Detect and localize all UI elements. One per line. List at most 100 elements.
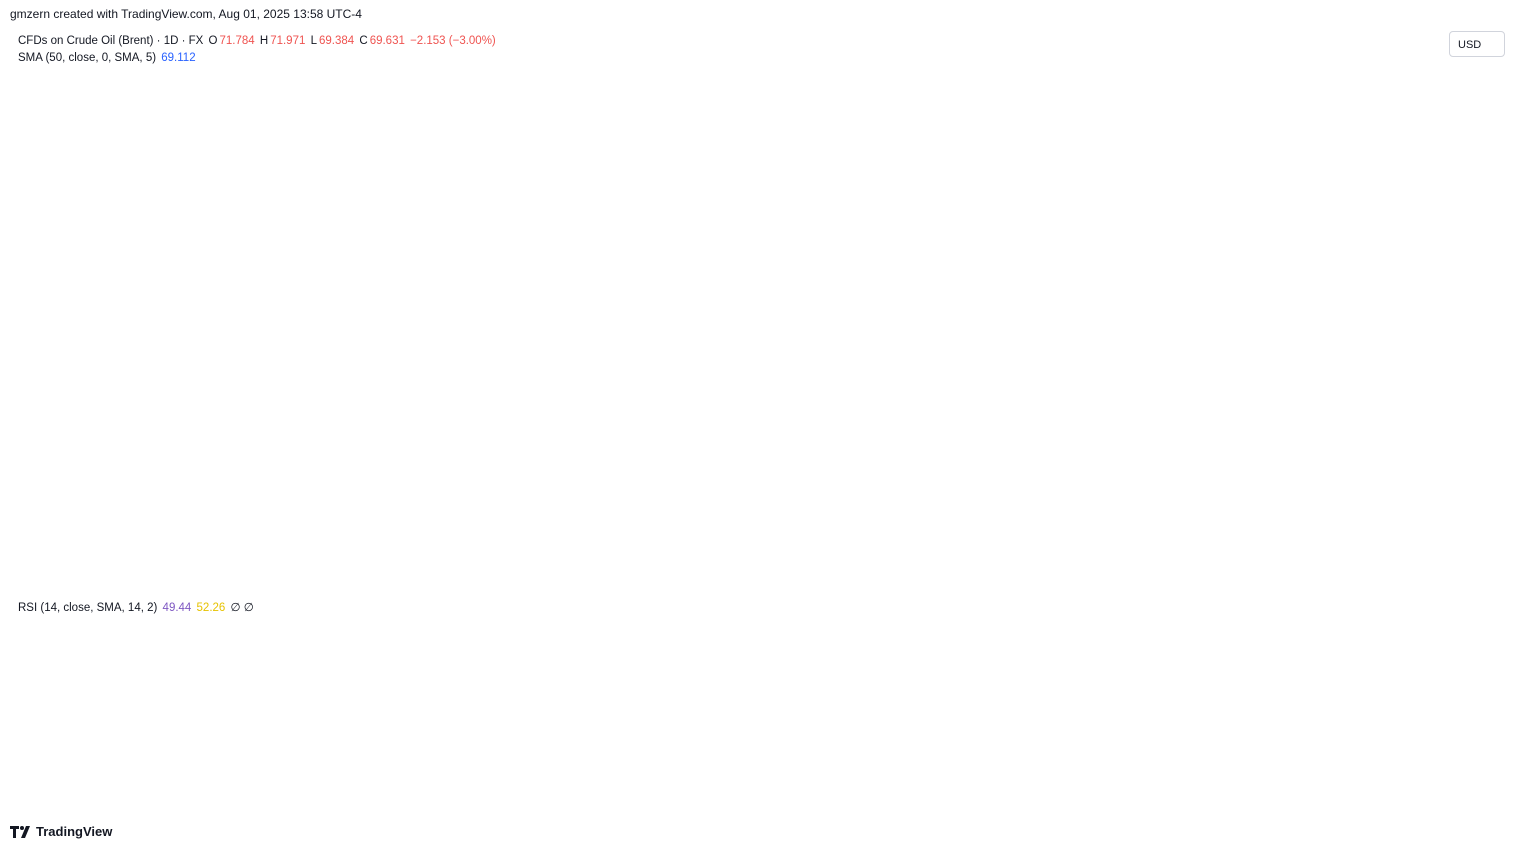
sma-legend: SMA (50, close, 0, SMA, 5) 69.112 (18, 52, 198, 64)
time-tick-label: Feb (223, 795, 243, 807)
candle-up (738, 390, 744, 406)
rsi-tick-label: 40.00 (1452, 712, 1481, 724)
candle-down (184, 205, 190, 212)
candle-up (804, 506, 810, 521)
sma-label: SMA (50, close, 0, SMA, 5) (18, 52, 157, 64)
resistance-price-tag (1445, 245, 1495, 262)
rsi-label: RSI (14, close, SMA, 14, 2) (18, 602, 158, 614)
tradingview-brand: TradingView (10, 824, 112, 839)
candle-down (784, 413, 790, 444)
candle-up (1292, 337, 1298, 369)
candle-up (705, 423, 711, 448)
rsi-ma-value: 52.26 (196, 602, 226, 614)
candle-down (382, 287, 388, 294)
support-price-tag (1444, 298, 1496, 316)
sma-value: 69.112 (161, 52, 196, 64)
candle-up (203, 213, 209, 221)
candle-up (1167, 390, 1173, 403)
candle-down (606, 250, 612, 257)
support-price-tag (1444, 393, 1496, 411)
candle-up (243, 250, 249, 252)
candle-down (250, 252, 256, 263)
candle-down (461, 339, 467, 361)
time-tick-label: Mar (408, 795, 428, 807)
resistance-price-label: 75.530 (1451, 223, 1486, 235)
candle-down (745, 388, 751, 422)
candle-down (797, 466, 803, 523)
currency-button[interactable]: USD (1449, 31, 1505, 57)
price-tick-label: 64.000 (1452, 458, 1487, 470)
candle-up (837, 510, 843, 536)
candle-down (98, 126, 104, 149)
price-tick-label: 72.000 (1452, 301, 1487, 313)
candle-up (1042, 423, 1048, 438)
candle-down (830, 516, 836, 538)
candle-up (65, 209, 71, 219)
price-tick-label: 82.000 (1452, 104, 1487, 116)
candle-up (857, 465, 863, 487)
rsi-tick-label: 20.00 (1452, 771, 1481, 783)
candle-down (1352, 370, 1358, 375)
candle-up (1015, 453, 1021, 489)
candle-up (1213, 362, 1219, 403)
candle-up (1246, 352, 1252, 375)
candle-down (1339, 362, 1345, 365)
candle-down (230, 218, 236, 229)
time-tick-label: Jul (1202, 795, 1217, 807)
candle-down (626, 346, 632, 436)
candle-up (190, 205, 196, 216)
candle-down (289, 209, 295, 243)
price-tick-label: 68.000 (1452, 379, 1487, 391)
candle-down (1028, 433, 1034, 450)
candle-up (672, 445, 678, 467)
high-label: H (259, 35, 269, 47)
open-value: 71.784 (219, 35, 255, 47)
candle-up (52, 207, 58, 223)
candle-down (1405, 281, 1411, 288)
candle-up (91, 128, 97, 151)
candle-down (1358, 374, 1364, 379)
candle-down (646, 435, 652, 456)
candle-down (1226, 370, 1232, 373)
candle-down (302, 248, 308, 253)
candle-up (758, 405, 764, 418)
candle-up (276, 228, 282, 247)
candle-up (335, 224, 341, 229)
rsi-extra: ∅ ∅ (230, 602, 254, 614)
candle-up (929, 433, 935, 446)
price-tick-label: 84.000 (1452, 64, 1487, 76)
price-tick-label: 80.000 (1452, 143, 1487, 155)
candle-down (415, 291, 421, 318)
candle-down (395, 266, 401, 290)
candle-up (1207, 402, 1213, 412)
support-price-label: 68.025 (1451, 371, 1487, 383)
chart-frame (9, 29, 1510, 815)
candle-down (1411, 309, 1417, 353)
price-tick-label: 66.000 (1452, 419, 1487, 431)
price-tick-label: 60.000 (1452, 537, 1487, 549)
price-tick-label: 76.000 (1452, 222, 1487, 234)
candle-down (58, 207, 64, 223)
candle-up (527, 303, 533, 326)
candle-down (896, 413, 902, 450)
candle-up (1088, 264, 1094, 357)
candle-down (936, 437, 942, 448)
candle-up (949, 451, 955, 462)
candle-down (210, 209, 216, 219)
candle-down (764, 407, 770, 416)
symbol-label: CFDs on Crude Oil (Brent) · 1D · FX (18, 35, 204, 47)
brand-name: TradingView (36, 824, 113, 839)
low-value: 69.384 (318, 35, 355, 47)
candle-up (507, 323, 513, 332)
time-tick-label: Apr (600, 795, 618, 807)
candle-up (903, 433, 909, 450)
candle-up (520, 327, 526, 336)
candle-down (428, 329, 434, 355)
resistance-zone (10, 236, 1443, 246)
rsi-tick-label: 60.00 (1452, 652, 1481, 664)
candle-down (1273, 337, 1279, 371)
candle-up (599, 250, 605, 279)
candle-down (1134, 169, 1140, 204)
resistance-price-label: 75.031 (1451, 249, 1487, 261)
